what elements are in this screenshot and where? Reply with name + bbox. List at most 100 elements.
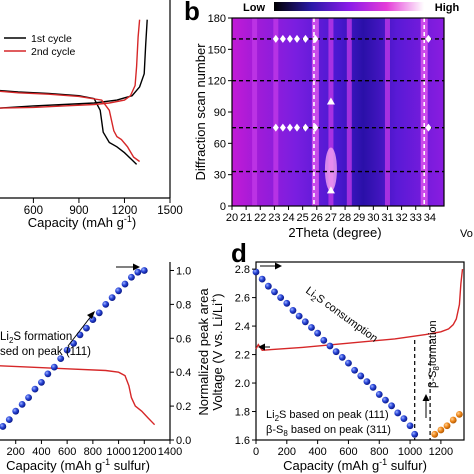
panel-b-y-tick-label: 60 [214,138,226,150]
heatmap-intensity-column [328,18,334,206]
panel-d-x-axis-title: Capacity (mAh g-1 sulfur) [283,457,427,473]
panel-a-x-tick-label: 1500 [157,205,183,217]
panel-b-x-tick-label: 31 [381,212,393,224]
diamond-marker [312,123,319,132]
li2s-peak-area-point [128,273,135,281]
series-1-charge-line [0,19,148,109]
li2s-point [326,342,334,350]
beta-s8-point [443,422,451,430]
panel-d-y-tick-label: 2.4 [235,321,250,333]
panel-d-y-tick-label: 1.6 [235,435,250,447]
li2s-point [363,378,371,386]
colorbar-low-label: Low [243,2,265,14]
triangle-marker [326,97,335,105]
panel-c-annotation-line1: Li2S formation [0,331,72,345]
panel-b-y-tick-label: 180 [208,13,226,25]
panel-c-x-tick-label: 400 [32,446,50,458]
diamond-marker [302,123,309,132]
diamond-marker [279,123,286,132]
panel-b-x-tick-label: 25 [297,212,309,224]
li2s-point [289,307,297,314]
panel-d-left-axis-arrowhead [275,262,282,270]
panel-b-x-tick-label: 22 [254,212,266,224]
heatmap-intensity-column [311,18,319,206]
panel-c-annotation-line2: sed on peak (111) [0,346,91,358]
li2s-point [357,372,365,380]
formation-arrow [67,314,93,347]
heatmap-intensity-spot [324,147,337,192]
li2s-point [314,329,322,337]
heatmap-intensity-column [273,18,279,206]
legend-label-2nd-cycle: 2nd cycle [31,46,76,58]
beta-s8-point [455,410,463,418]
panel-d-x-tick-label: 0 [253,446,259,458]
li2s-point [295,312,303,320]
li2s-peak-area-point [38,378,45,386]
panel-d-y-tick-label: 1.8 [235,407,250,419]
colorbar-high-label: High [435,2,460,14]
panel-b-x-tick-label: 23 [268,212,280,224]
li2s-point [332,348,340,356]
panel-b-y-tick-label: 0 [220,201,226,213]
li2s-point [351,366,359,374]
panel-d-chart: d 0 200 400 600 800 1000 1200 1.6 1.8 2.0 2.2 2.4 2… [209,238,465,473]
li2s-point [338,354,346,361]
panel-c-y2-tick-label: 0.2 [176,401,191,413]
colorbar [274,2,424,11]
panel-b-x-axis-title: 2Theta (degree) [288,225,381,240]
formation-arrowhead [87,311,95,319]
panel-d-arrows [258,262,430,418]
panel-c-x-tick-label: 800 [84,446,102,458]
panel-c-y2-tick-label: 0.8 [176,299,191,311]
panel-c-x-tick-label: 200 [7,446,25,458]
beta-s8-point [449,416,457,424]
diamond-marker [312,34,319,43]
li2s-consumption-label: Li2S consumption [302,285,380,347]
panel-b-x-tick-label: 24 [282,212,294,224]
panel-d-legend: Li2S based on peak (111) β-S8 based on p… [266,409,391,438]
li2s-peak-area-point [57,355,65,363]
panel-c-y2-tick-label: 0.0 [176,435,191,447]
heatmap-intensity-column [346,18,352,206]
li2s-peak-area-point [63,346,71,354]
panel-b-x-tick-label: 32 [395,212,407,224]
panel-d-frame [255,261,465,441]
li2s-peak-area-point [83,324,90,332]
li2s-point [400,415,408,423]
li2s-peak-area-point [134,268,142,276]
li2s-point [394,409,402,417]
li2s-peak-area-point [140,267,148,274]
panel-b-x-tick-label: 28 [339,212,351,224]
panel-d-y-axis-title: Voltage (V vs. Li/Li+) [209,293,225,410]
panel-c-y2-axis-title: Normalized peak area [196,288,211,416]
panel-b-chart: b Low High 20 21 22 23 24 25 26 27 28 29 30 31 32 33 3… [184,0,473,240]
li2s-point [271,288,278,296]
panel-letter-b: b [184,0,200,26]
panel-c-x-axis-title: Capacity (mAh g-1 sulfur) [6,457,150,473]
diamond-marker [279,34,286,43]
panel-b-y-tick-label: 30 [214,170,226,182]
diamond-marker [425,34,432,43]
li2s-peak-area-point [44,370,52,378]
legend-li2s: Li2S based on peak (111) [266,409,389,423]
li2s-peak-area-point [108,294,116,301]
li2s-point [382,396,389,404]
heatmap-background [232,18,444,206]
li2s-peak-area-point [76,331,84,339]
diamond-marker [272,123,279,132]
panel-b-y-tick-label: 90 [214,107,226,119]
panel-c-arrows [67,263,140,347]
li2s-peak-area-point [18,401,26,408]
panel-b-cut-off-label: Vo [460,228,473,240]
panel-d-y-tick-label: 2.0 [235,378,250,390]
panel-b-y-tick-label: 150 [208,44,226,56]
panel-c-y2-tick-label: 1.0 [176,265,191,277]
panel-c-chart: 200 400 600 800 1000 1200 1400 0.0 0.2 0.4 0.6 0.8… [0,262,211,473]
panel-b-x-tick-label: 26 [311,212,323,224]
beta-s8-point [431,430,439,438]
li2s-point [345,359,352,367]
diamond-marker [286,123,293,132]
li2s-peak-area-point [0,423,7,430]
diamond-marker [425,123,432,132]
panel-d-voltage-line [255,269,464,352]
